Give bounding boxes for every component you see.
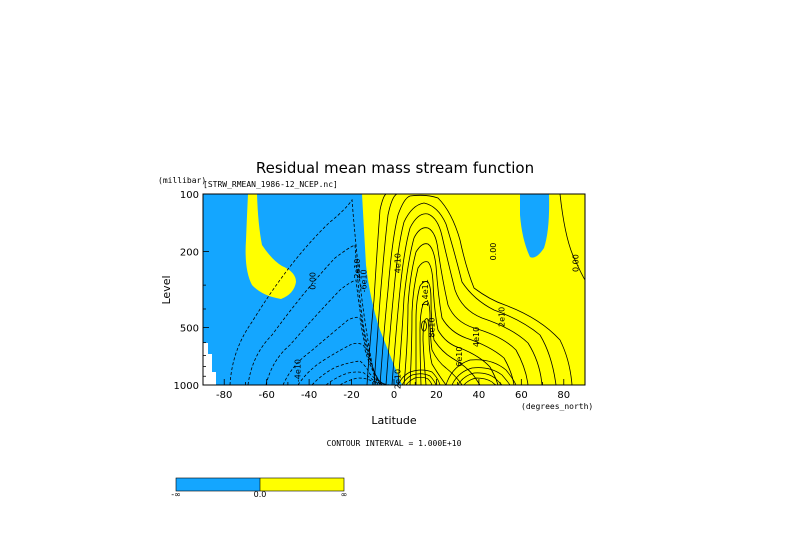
missing-data [203,343,216,385]
x-tick-label: -40 [301,390,317,401]
x-tick-label: 40 [473,390,486,401]
contour-label: -4e10 [294,359,303,382]
surface-contour-cluster [397,359,517,385]
contour-label: 4e10 [472,327,481,347]
colorbar: -∞ 0.0 ∞ [171,477,348,499]
x-axis: -80 -60 -40 -20 0 20 40 60 80 [202,379,586,401]
positive-tongue-south [245,194,296,299]
colorbar-negative [176,478,260,491]
plot-area [203,194,585,385]
chart-title: Residual mean mass stream function [256,159,534,177]
x-tick-label: -60 [258,390,274,401]
x-tick-label: 80 [557,390,570,401]
contour-label: 8e10 [427,317,436,337]
positive-contours [366,194,585,385]
contour-label: 1.4e11 [421,279,430,307]
contour-labels: 0.00 -2e10-6e10 -4e10 4e10 1.4e11 8e10 0.00 2e1… [294,243,581,389]
contour-label: -2e10 [353,258,362,281]
negative-tongue-north [520,194,550,258]
x-tick-label: 20 [430,390,443,401]
colorbar-label-max: ∞ [341,490,348,499]
x-tick-label: 60 [515,390,528,401]
x-tick-label: -80 [216,390,232,401]
y-axis-label: Level [160,275,173,304]
colorbar-label-min: -∞ [171,490,181,499]
contour-label: 0.00 [489,243,498,261]
y-tick-label: 200 [180,247,199,258]
y-tick-label: 1000 [174,381,199,392]
contour-label: 2e10 [497,307,506,327]
y-axis: 100 200 500 1000 [174,190,209,392]
contour-label: 0.00 [308,272,317,290]
x-axis-unit: (degrees_north) [521,402,593,411]
units-label: (millibar) [158,176,206,185]
colorbar-label-zero: 0.0 [254,490,267,499]
contour-interval-note: CONTOUR INTERVAL = 1.000E+10 [327,439,462,448]
y-tick-label: 500 [180,324,199,335]
x-axis-label: Latitude [371,414,417,427]
contour-label: 2e10 [393,369,402,389]
contour-label: 6e10 [455,346,464,366]
contour-label: -6e10 [359,269,368,292]
x-tick-label: 0 [391,390,397,401]
file-label: [STRW_RMEAN_1986-12_NCEP.nc] [203,180,338,189]
x-tick-label: -20 [343,390,359,401]
colorbar-positive [260,478,344,491]
y-tick-label: 100 [180,190,199,201]
contour-label: 4e10 [393,253,402,273]
contour-label: 0.00 [572,254,581,272]
